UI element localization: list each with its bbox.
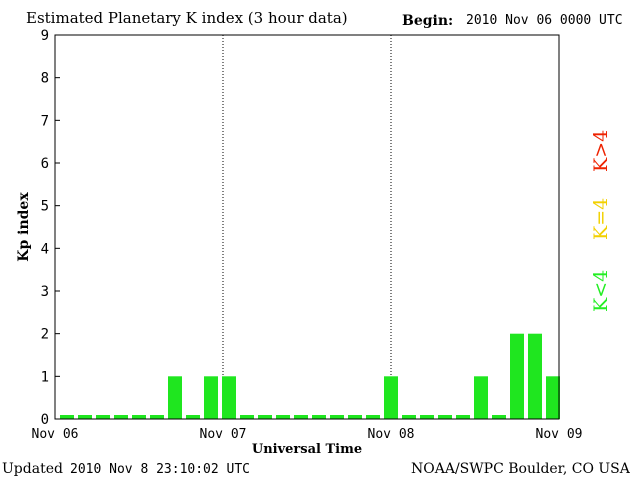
kp-bar: [438, 415, 452, 419]
begin-label: Begin:: [402, 13, 454, 29]
legend-item: K<4: [590, 269, 612, 312]
kp-bar: [420, 415, 434, 419]
kp-bar: [510, 333, 524, 419]
x-axis-label: Universal Time: [252, 442, 362, 457]
kp-bar: [150, 415, 164, 419]
kp-bar: [474, 376, 488, 419]
y-tick-label: 4: [41, 241, 49, 257]
chart-title: Estimated Planetary K index (3 hour data…: [26, 9, 348, 27]
kp-bar: [276, 415, 290, 419]
kp-bar: [366, 415, 380, 419]
kp-bar: [312, 415, 326, 419]
kp-bar: [132, 415, 146, 419]
kp-bar: [528, 333, 542, 419]
y-tick-label: 1: [41, 369, 49, 385]
kp-bar: [186, 415, 200, 419]
y-tick-label: 3: [41, 284, 49, 300]
legend-item: K>4: [590, 129, 612, 172]
y-tick-label: 2: [41, 327, 49, 343]
kp-bar: [222, 376, 236, 419]
kp-bar: [78, 415, 92, 419]
x-tick-label: Nov 07: [200, 427, 247, 442]
kp-bar: [294, 415, 308, 419]
x-tick-label: Nov 09: [536, 427, 583, 442]
begin-value: 2010 Nov 06 0000 UTC: [466, 13, 623, 28]
y-tick-label: 8: [41, 71, 49, 87]
y-tick-label: 5: [41, 199, 49, 215]
x-tick-label: Nov 08: [368, 427, 415, 442]
kp-bar: [204, 376, 218, 419]
kp-bar: [456, 415, 470, 419]
kp-bar: [168, 376, 182, 419]
kp-bar: [384, 376, 398, 419]
kp-bar: [348, 415, 362, 419]
kp-bar: [114, 415, 128, 419]
kp-bar: [492, 415, 506, 419]
kp-bar: [96, 415, 110, 419]
kp-bar: [240, 415, 254, 419]
kp-bar: [60, 415, 74, 419]
source-credit: NOAA/SWPC Boulder, CO USA: [411, 461, 630, 477]
y-tick-label: 9: [41, 28, 49, 44]
updated-timestamp: 2010 Nov 8 23:10:02 UTC: [70, 462, 251, 477]
y-tick-label: 7: [41, 113, 49, 129]
kp-bar: [546, 376, 560, 419]
kp-bar: [402, 415, 416, 419]
kp-bar: [330, 415, 344, 419]
y-tick-label: 0: [41, 412, 49, 428]
legend-item: K=4: [590, 197, 612, 240]
plot-frame: [54, 34, 560, 420]
y-axis-label: Kp index: [16, 192, 32, 262]
x-tick-label: Nov 06: [32, 427, 79, 442]
kp-bar: [258, 415, 272, 419]
updated-label: Updated: [2, 461, 63, 477]
y-tick-label: 6: [41, 156, 49, 172]
